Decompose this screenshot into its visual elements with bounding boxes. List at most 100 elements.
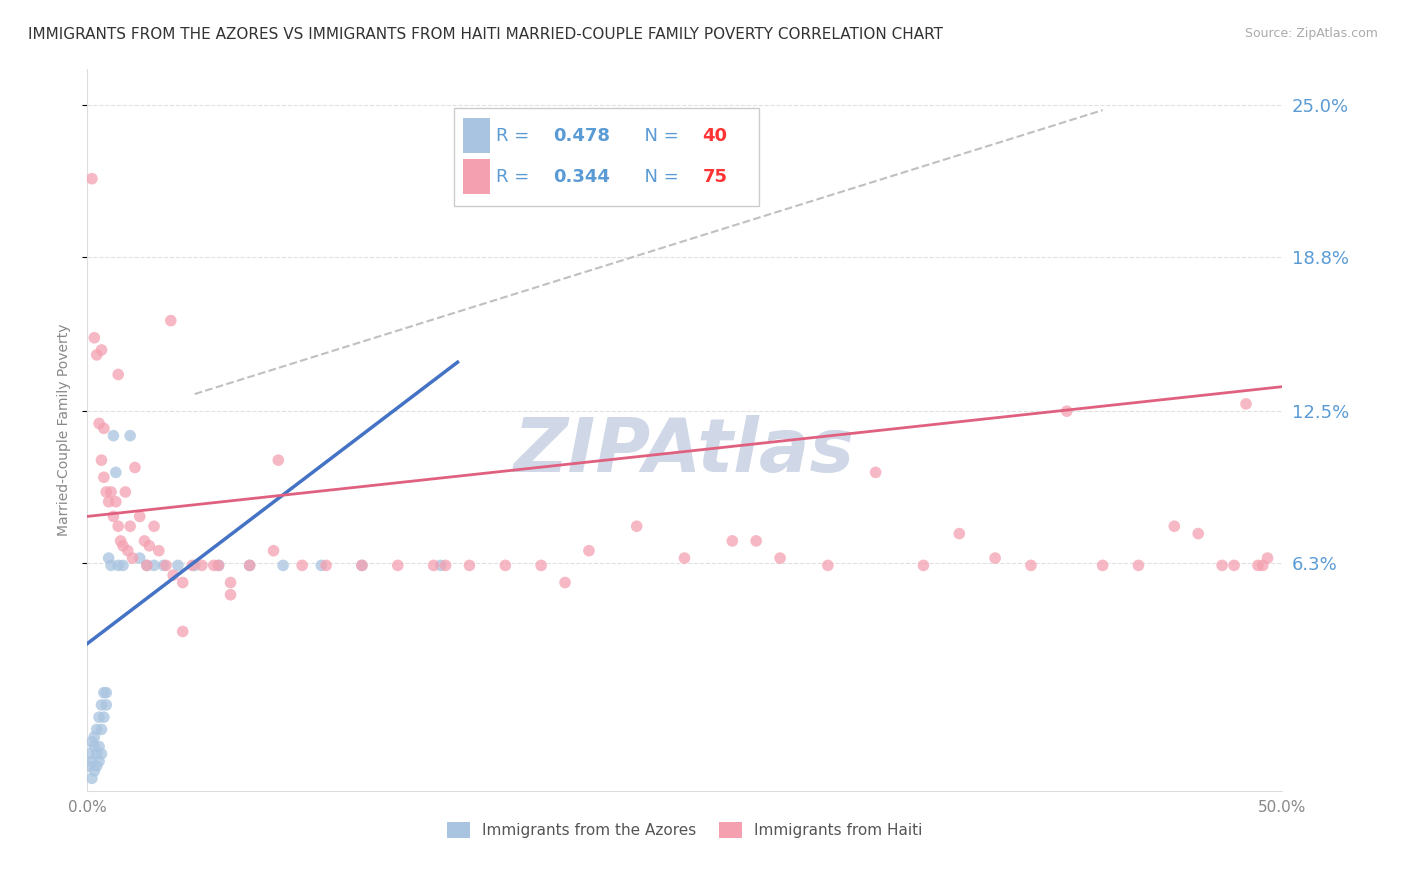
Point	[90, 747, 112, 761]
Point	[90, 698, 112, 712]
Point	[120, 519, 142, 533]
Point	[167, 558, 190, 573]
Point	[80, 171, 103, 186]
Point	[1187, 526, 1209, 541]
Point	[134, 533, 156, 548]
Point	[79, 747, 101, 761]
Point	[159, 313, 181, 327]
Point	[128, 509, 150, 524]
Point	[578, 543, 600, 558]
Point	[87, 710, 110, 724]
Point	[434, 558, 457, 573]
Point	[103, 428, 125, 442]
Point	[96, 686, 118, 700]
Point	[87, 417, 110, 431]
Point	[97, 495, 120, 509]
Point	[93, 421, 115, 435]
Text: N =: N =	[633, 127, 685, 145]
Point	[554, 575, 576, 590]
Point	[1128, 558, 1150, 573]
Point	[494, 558, 516, 573]
Point	[117, 543, 139, 558]
Point	[1223, 558, 1246, 573]
Point	[83, 730, 105, 744]
Point	[97, 551, 120, 566]
Point	[110, 533, 132, 548]
Point	[111, 558, 134, 573]
Point	[207, 558, 229, 573]
Point	[107, 519, 129, 533]
Text: Source: ZipAtlas.com: Source: ZipAtlas.com	[1244, 27, 1378, 40]
Point	[315, 558, 337, 573]
Point	[387, 558, 409, 573]
Text: N =: N =	[633, 168, 685, 186]
Text: ZIPAtlas: ZIPAtlas	[515, 415, 855, 488]
Point	[87, 739, 110, 754]
Point	[86, 723, 108, 737]
Point	[83, 739, 105, 754]
Point	[96, 485, 118, 500]
Point	[107, 558, 129, 573]
Point	[530, 558, 553, 573]
Point	[1019, 558, 1042, 573]
Point	[745, 533, 768, 548]
Point	[1056, 404, 1078, 418]
Point	[1163, 519, 1185, 533]
Point	[912, 558, 935, 573]
Point	[1247, 558, 1270, 573]
Text: 75: 75	[703, 168, 727, 186]
Point	[128, 551, 150, 566]
Point	[219, 575, 242, 590]
Point	[865, 466, 887, 480]
Legend: Immigrants from the Azores, Immigrants from Haiti: Immigrants from the Azores, Immigrants f…	[440, 816, 928, 845]
Point	[114, 485, 136, 500]
Point	[263, 543, 285, 558]
Bar	[464, 160, 489, 194]
Point	[152, 558, 174, 573]
Point	[103, 509, 125, 524]
Point	[135, 558, 157, 573]
Text: 40: 40	[703, 127, 727, 145]
Point	[90, 723, 112, 737]
Point	[191, 558, 214, 573]
Point	[83, 764, 105, 778]
Point	[80, 754, 103, 768]
Point	[107, 368, 129, 382]
Point	[148, 543, 170, 558]
Point	[87, 754, 110, 768]
Point	[984, 551, 1007, 566]
Bar	[464, 119, 489, 153]
Point	[111, 539, 134, 553]
Point	[350, 558, 373, 573]
Point	[721, 533, 744, 548]
Point	[422, 558, 444, 573]
Point	[207, 558, 229, 573]
Text: IMMIGRANTS FROM THE AZORES VS IMMIGRANTS FROM HAITI MARRIED-COUPLE FAMILY POVERT: IMMIGRANTS FROM THE AZORES VS IMMIGRANTS…	[28, 27, 943, 42]
Point	[86, 759, 108, 773]
Point	[267, 453, 290, 467]
Point	[104, 466, 127, 480]
Point	[93, 686, 115, 700]
Point	[138, 539, 160, 553]
Point	[1257, 551, 1279, 566]
Point	[124, 460, 146, 475]
Point	[1234, 397, 1257, 411]
Point	[121, 551, 143, 566]
Point	[162, 568, 184, 582]
Point	[83, 331, 105, 345]
Point	[239, 558, 262, 573]
Point	[86, 348, 108, 362]
Point	[93, 470, 115, 484]
Point	[104, 495, 127, 509]
Text: 0.344: 0.344	[553, 168, 610, 186]
Point	[311, 558, 333, 573]
Point	[172, 624, 194, 639]
Point	[100, 485, 122, 500]
Text: 0.478: 0.478	[553, 127, 610, 145]
Point	[80, 734, 103, 748]
Point	[673, 551, 696, 566]
Point	[239, 558, 262, 573]
Point	[155, 558, 177, 573]
Point	[769, 551, 792, 566]
Point	[90, 453, 112, 467]
